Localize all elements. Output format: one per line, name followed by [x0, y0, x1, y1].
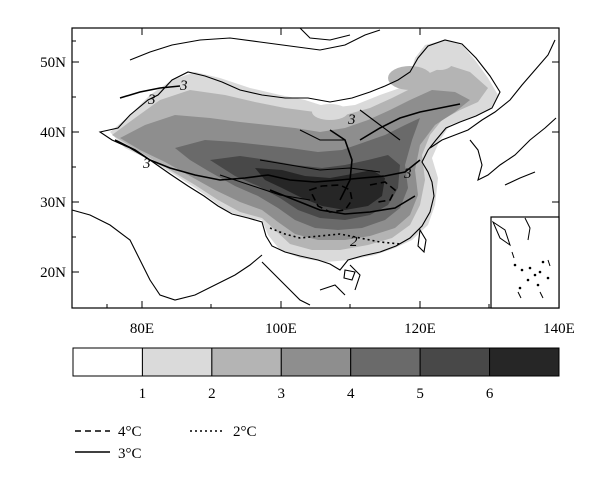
x-tick-labels: 80E 100E 120E 140E	[130, 321, 575, 337]
contour-label: 3	[403, 166, 412, 182]
y-tick-label: 40N	[40, 125, 66, 141]
china-border	[98, 39, 501, 271]
legend-label-2C: 2°C	[233, 424, 257, 440]
colorbar-swatch	[489, 347, 560, 377]
contour-3C-solid-c	[329, 103, 461, 201]
china-internal-lines	[219, 109, 401, 201]
contour-4C-dashed	[308, 184, 353, 213]
colorbar-label: 3	[278, 386, 286, 402]
x-tick-label: 80E	[130, 321, 154, 337]
taiwan	[417, 228, 427, 254]
north-border	[129, 29, 381, 61]
colorbar-swatch	[141, 347, 213, 377]
colorbar-swatch	[350, 347, 421, 377]
korea-japan	[469, 117, 557, 186]
colorbar-swatch	[72, 347, 143, 377]
colorbar-label: 2	[208, 386, 216, 402]
boundaries	[71, 27, 557, 306]
contour-label: 3	[347, 112, 356, 128]
colorbar	[72, 347, 560, 377]
temperature-shading	[110, 40, 498, 262]
colorbar-label: 5	[416, 386, 424, 402]
south-china-sea-inset	[490, 216, 560, 309]
colorbar-label: 1	[139, 386, 147, 402]
colorbar-labels: 1 2 3 4 5 6	[139, 386, 494, 402]
west-border	[71, 209, 263, 301]
colorbar-label: 4	[347, 386, 355, 402]
contour-label: 3	[147, 92, 156, 108]
contour-3C-solid-d	[119, 85, 181, 99]
contour-3C-solid	[114, 139, 421, 183]
coastline-east	[429, 39, 556, 149]
y-tick-labels: 50N 40N 30N 20N	[40, 55, 66, 281]
hainan	[343, 269, 356, 281]
x-tick-label: 100E	[265, 321, 297, 337]
contour-3C-solid-b	[269, 189, 416, 215]
contour-4C-dashed-b	[369, 181, 397, 203]
y-tick-label: 50N	[40, 55, 66, 71]
legend-label-4C: 4°C	[118, 424, 142, 440]
contour-label: 3	[142, 156, 151, 172]
contour-labels: 3 3 3 3 3 2	[142, 78, 412, 250]
y-tick-label: 20N	[40, 265, 66, 281]
south-asia-coast	[261, 261, 361, 306]
contours	[114, 85, 461, 245]
x-tick-label: 120E	[404, 321, 436, 337]
contour-label: 2	[350, 234, 358, 250]
y-tick-label: 30N	[40, 195, 66, 211]
colorbar-label: 6	[486, 386, 494, 402]
contour-label: 3	[179, 78, 188, 94]
contour-2C-dotted	[269, 227, 401, 245]
legend-label-3C: 3°C	[118, 446, 142, 462]
far-north	[299, 27, 351, 41]
colorbar-swatch	[211, 347, 282, 377]
legend: 4°C 3°C 2°C	[75, 424, 257, 462]
colorbar-swatch	[419, 347, 491, 377]
x-tick-label: 140E	[543, 321, 575, 337]
colorbar-swatch	[280, 347, 352, 377]
